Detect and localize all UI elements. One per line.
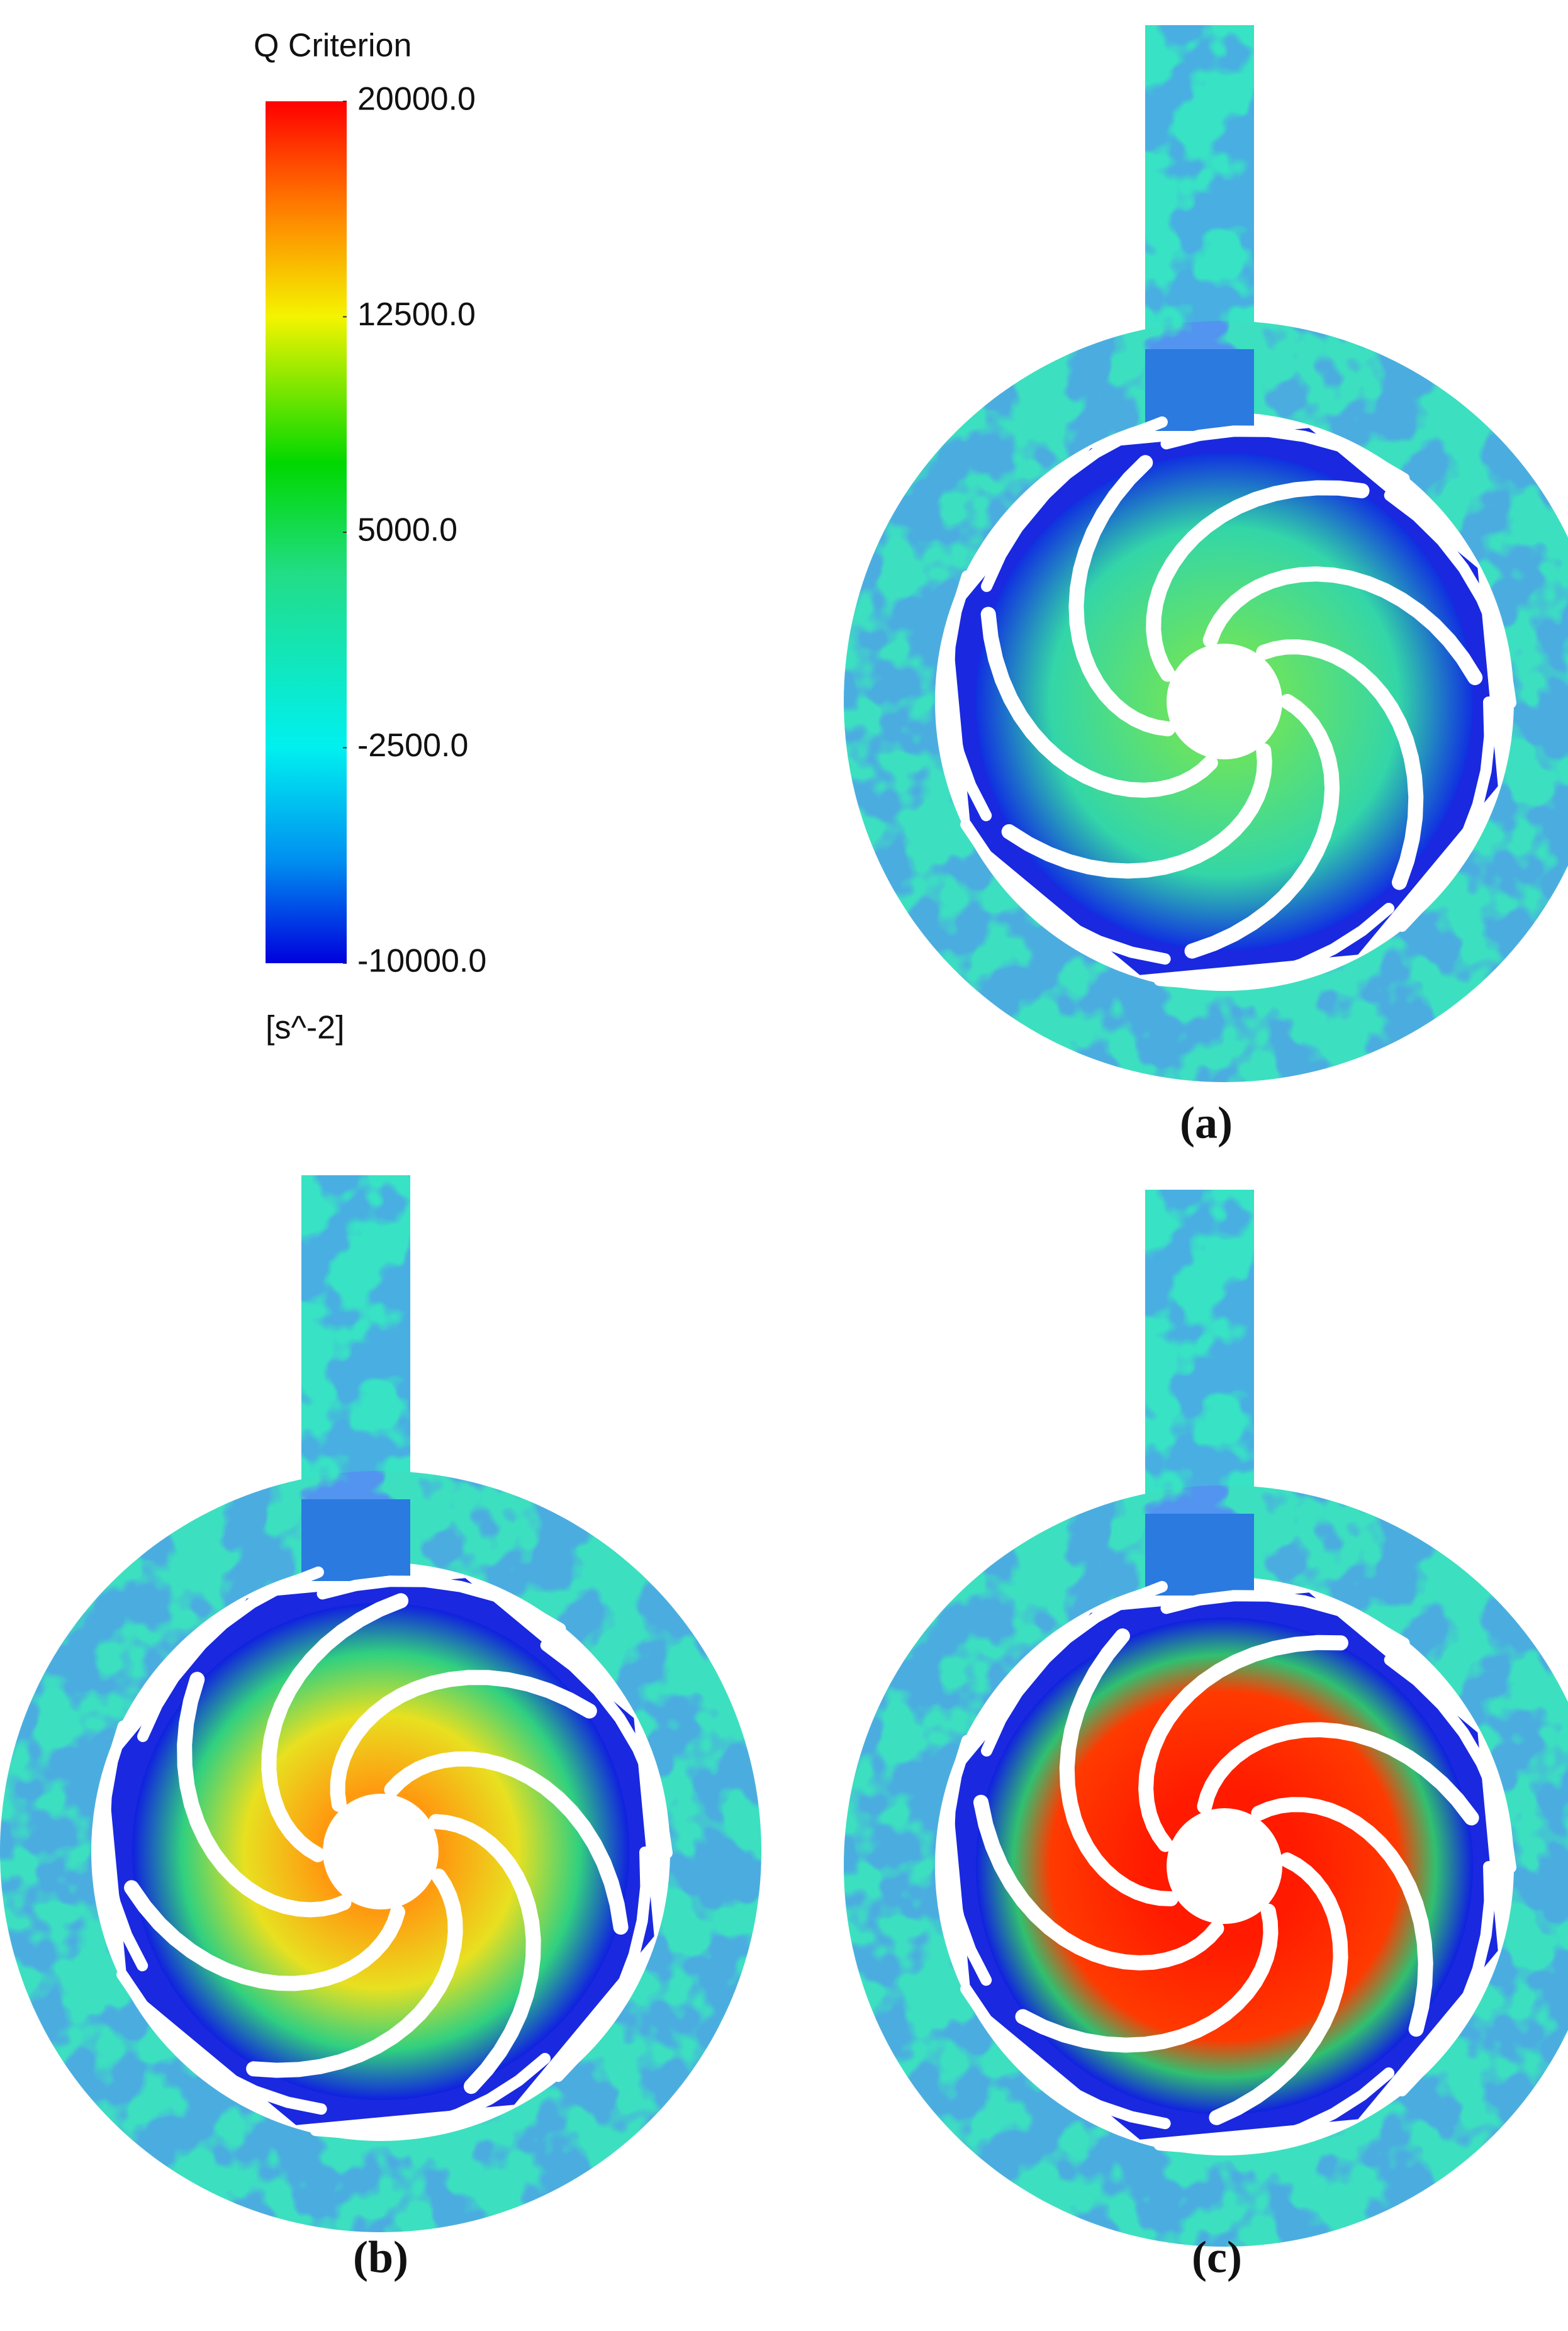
tick-label: 5000.0 bbox=[357, 512, 457, 549]
impeller-blade bbox=[1146, 480, 1370, 682]
panel-label: (a) bbox=[1180, 1098, 1233, 1148]
diffuser-blade bbox=[942, 1735, 992, 1986]
noise bbox=[301, 1175, 410, 1528]
hub bbox=[323, 1794, 439, 1909]
diffuser-blade bbox=[98, 1720, 148, 1972]
impeller-blade bbox=[1068, 455, 1175, 737]
legend-title: Q Criterion bbox=[254, 28, 412, 64]
impeller-blade bbox=[1059, 1628, 1179, 1906]
diffuser-blade bbox=[1153, 2067, 1395, 2154]
impeller-blade bbox=[177, 1672, 352, 1918]
diffuser-blade bbox=[1396, 696, 1496, 932]
tick-label: 12500.0 bbox=[357, 296, 476, 333]
impeller-blade bbox=[1138, 1635, 1348, 1852]
diffuser-blade bbox=[960, 819, 1171, 965]
impeller-blade bbox=[1001, 743, 1272, 879]
impeller-blade bbox=[1256, 639, 1424, 890]
diffuser-blade bbox=[316, 1575, 566, 1635]
pump-contour bbox=[844, 1190, 1568, 2247]
noise bbox=[1145, 1190, 1254, 1542]
diffuser-blade bbox=[1384, 1654, 1516, 1874]
panels: (a) (b) (c) bbox=[0, 25, 1568, 2283]
impeller-blade bbox=[1202, 566, 1483, 685]
impeller-blade bbox=[1209, 1852, 1348, 2125]
impeller-blade bbox=[261, 1593, 409, 1862]
impeller-blade bbox=[1251, 1797, 1433, 2037]
diffuser-blade bbox=[981, 416, 1168, 592]
hub bbox=[1167, 644, 1282, 759]
diffuser-blade bbox=[942, 570, 992, 822]
impeller-blade bbox=[330, 1670, 597, 1812]
impeller-blade bbox=[1184, 694, 1340, 959]
tick-label: -10000.0 bbox=[357, 943, 486, 980]
noise bbox=[1145, 25, 1254, 377]
tick-label: 20000.0 bbox=[357, 81, 476, 118]
impeller-blade bbox=[980, 607, 1218, 798]
pump-contour bbox=[0, 1175, 761, 2232]
diffuser-blade bbox=[1396, 1861, 1496, 2097]
diffuser-blade bbox=[1384, 489, 1516, 709]
diffuser-blade bbox=[116, 1969, 327, 2115]
impeller-blade bbox=[1197, 1722, 1479, 1826]
diffuser-blade bbox=[137, 1566, 324, 1742]
diffuser-blade bbox=[1160, 425, 1410, 484]
impeller-blade bbox=[1015, 1903, 1279, 2053]
legend-ticks: 20000.0 12500.0 5000.0 -2500.0 -10000.0 bbox=[343, 81, 486, 980]
impeller-blade bbox=[124, 1880, 405, 1991]
impeller-blade bbox=[428, 1814, 541, 2094]
diffuser-blade bbox=[1153, 903, 1395, 989]
diffuser-blade bbox=[552, 1847, 652, 2082]
panel-label: (c) bbox=[1192, 2232, 1242, 2283]
legend-unit: [s^-2] bbox=[266, 1010, 345, 1046]
color-bar bbox=[266, 101, 347, 963]
panel-label: (b) bbox=[353, 2232, 408, 2283]
diffuser-blade bbox=[540, 1640, 673, 1859]
impeller-blade bbox=[973, 1794, 1224, 1970]
diffuser-blade bbox=[960, 1983, 1171, 2130]
diffuser-blade bbox=[310, 2053, 551, 2139]
diffuser-blade bbox=[981, 1580, 1168, 1757]
pump-contour bbox=[844, 25, 1568, 1082]
hub bbox=[1167, 1808, 1282, 1924]
tick-label: -2500.0 bbox=[357, 727, 468, 764]
impeller-blade bbox=[384, 1751, 629, 1935]
diffuser-blade bbox=[1160, 1590, 1410, 1649]
impeller-blade bbox=[246, 1868, 463, 2078]
